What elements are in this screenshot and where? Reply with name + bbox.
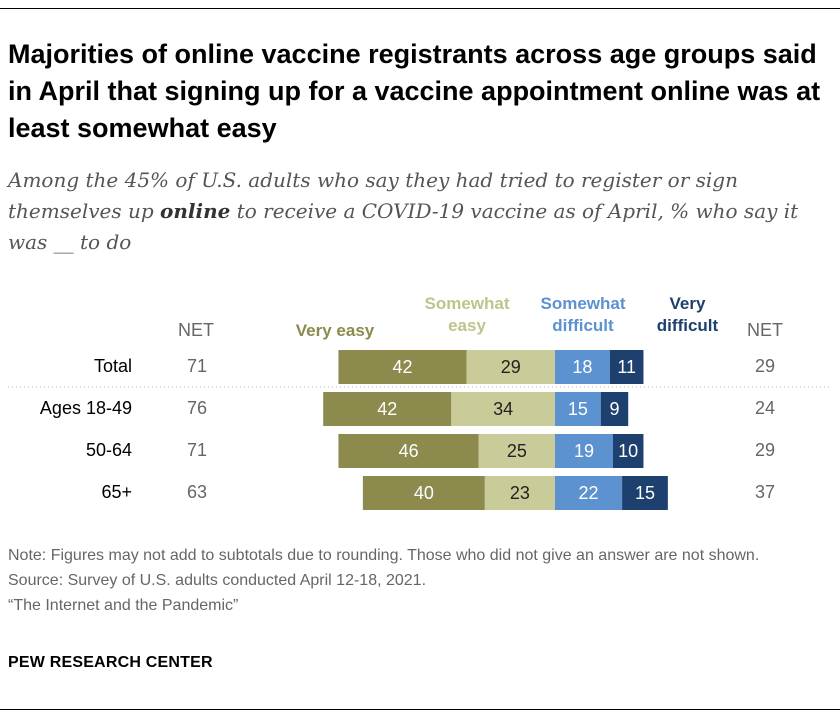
note-text: Note: Figures may not add to subtotals d… — [8, 547, 760, 564]
category-label-65: 65+ — [101, 482, 132, 502]
label-somewhat-easy-65: 23 — [510, 483, 530, 503]
label-somewhat-easy-50-64: 25 — [507, 441, 527, 461]
notes: Note: Figures may not add to subtotals d… — [8, 543, 828, 618]
label-somewhat-difficult-50-64: 19 — [574, 441, 594, 461]
bottom-rule — [0, 709, 840, 710]
category-label-50-64: 50-64 — [86, 440, 132, 460]
label-very-difficult-65: 15 — [635, 483, 655, 503]
net-easy-total: 71 — [187, 356, 207, 376]
bar-somewhat-difficult-65 — [555, 476, 623, 510]
category-label-total: Total — [94, 356, 132, 376]
bar-very-difficult-ages-18-49 — [600, 392, 629, 426]
bar-somewhat-easy-total — [466, 350, 555, 384]
label-somewhat-difficult-ages-18-49: 15 — [568, 399, 588, 419]
label-very-easy-65: 40 — [414, 483, 434, 503]
net-easy-ages-18-49: 76 — [187, 398, 207, 418]
label-somewhat-difficult-total: 18 — [572, 357, 592, 377]
net-easy-65: 63 — [187, 482, 207, 502]
label-very-easy-total: 42 — [392, 357, 412, 377]
bar-very-difficult-50-64 — [612, 434, 644, 468]
subtitle-text-end: to receive a COVID-19 vaccine as of Apri… — [8, 199, 799, 254]
subtitle-text-start: Among the 45% of U.S. adults who say the… — [8, 168, 738, 223]
stacked-bar-chart: Total 71 29 42 29 18 11 Ages 18-49 76 24 42 34 15 9 50… — [8, 350, 832, 510]
legend-somewhat-easy: Somewhat easy — [424, 294, 510, 335]
legend-somewhat-difficult: Somewhat difficult — [540, 294, 626, 335]
chart-title: Majorities of online vaccine registrants… — [8, 39, 821, 143]
net-easy-header: NET — [178, 320, 214, 340]
net-difficult-65: 37 — [755, 482, 775, 502]
label-very-easy-50-64: 46 — [399, 441, 419, 461]
bar-very-easy-65 — [362, 476, 485, 510]
label-somewhat-difficult-65: 22 — [579, 483, 599, 503]
net-difficult-header: NET — [747, 320, 783, 340]
net-difficult-50-64: 29 — [755, 440, 775, 460]
bar-very-difficult-65 — [622, 476, 668, 510]
legend-very-easy: Very easy — [295, 321, 375, 340]
chart-subtitle: Among the 45% of U.S. adults who say the… — [8, 165, 828, 258]
net-difficult-ages-18-49: 24 — [755, 398, 775, 418]
source-text: Source: Survey of U.S. adults conducted … — [8, 572, 427, 589]
bar-very-difficult-total — [609, 350, 644, 384]
label-very-difficult-ages-18-49: 9 — [609, 399, 619, 419]
legend-very-difficult: Very difficult — [656, 294, 719, 335]
bar-very-easy-total — [338, 350, 467, 384]
subtitle-emphasis: online — [160, 199, 231, 223]
net-difficult-total: 29 — [755, 356, 775, 376]
bar-somewhat-difficult-total — [555, 350, 610, 384]
bar-very-easy-ages-18-49 — [323, 392, 452, 426]
label-somewhat-easy-total: 29 — [501, 357, 521, 377]
bar-somewhat-easy-ages-18-49 — [451, 392, 555, 426]
bar-somewhat-difficult-ages-18-49 — [555, 392, 601, 426]
bar-somewhat-difficult-50-64 — [555, 434, 613, 468]
label-very-difficult-50-64: 10 — [618, 441, 638, 461]
pew-logo-text: PEW RESEARCH CENTER — [8, 654, 213, 671]
label-somewhat-easy-ages-18-49: 34 — [493, 399, 513, 419]
label-very-difficult-total: 11 — [617, 357, 636, 377]
bar-somewhat-easy-65 — [484, 476, 555, 510]
top-rule — [0, 8, 840, 9]
category-label-ages-18-49: Ages 18-49 — [40, 398, 132, 418]
bar-somewhat-easy-50-64 — [478, 434, 555, 468]
bar-layer: Total 71 29 42 29 18 11 Ages 18-49 76 24 42 34 15 9 50… — [40, 350, 775, 510]
bar-very-easy-50-64 — [338, 434, 479, 468]
report-title: “The Internet and the Pandemic” — [8, 597, 239, 614]
label-very-easy-ages-18-49: 42 — [377, 399, 397, 419]
net-easy-50-64: 71 — [187, 440, 207, 460]
